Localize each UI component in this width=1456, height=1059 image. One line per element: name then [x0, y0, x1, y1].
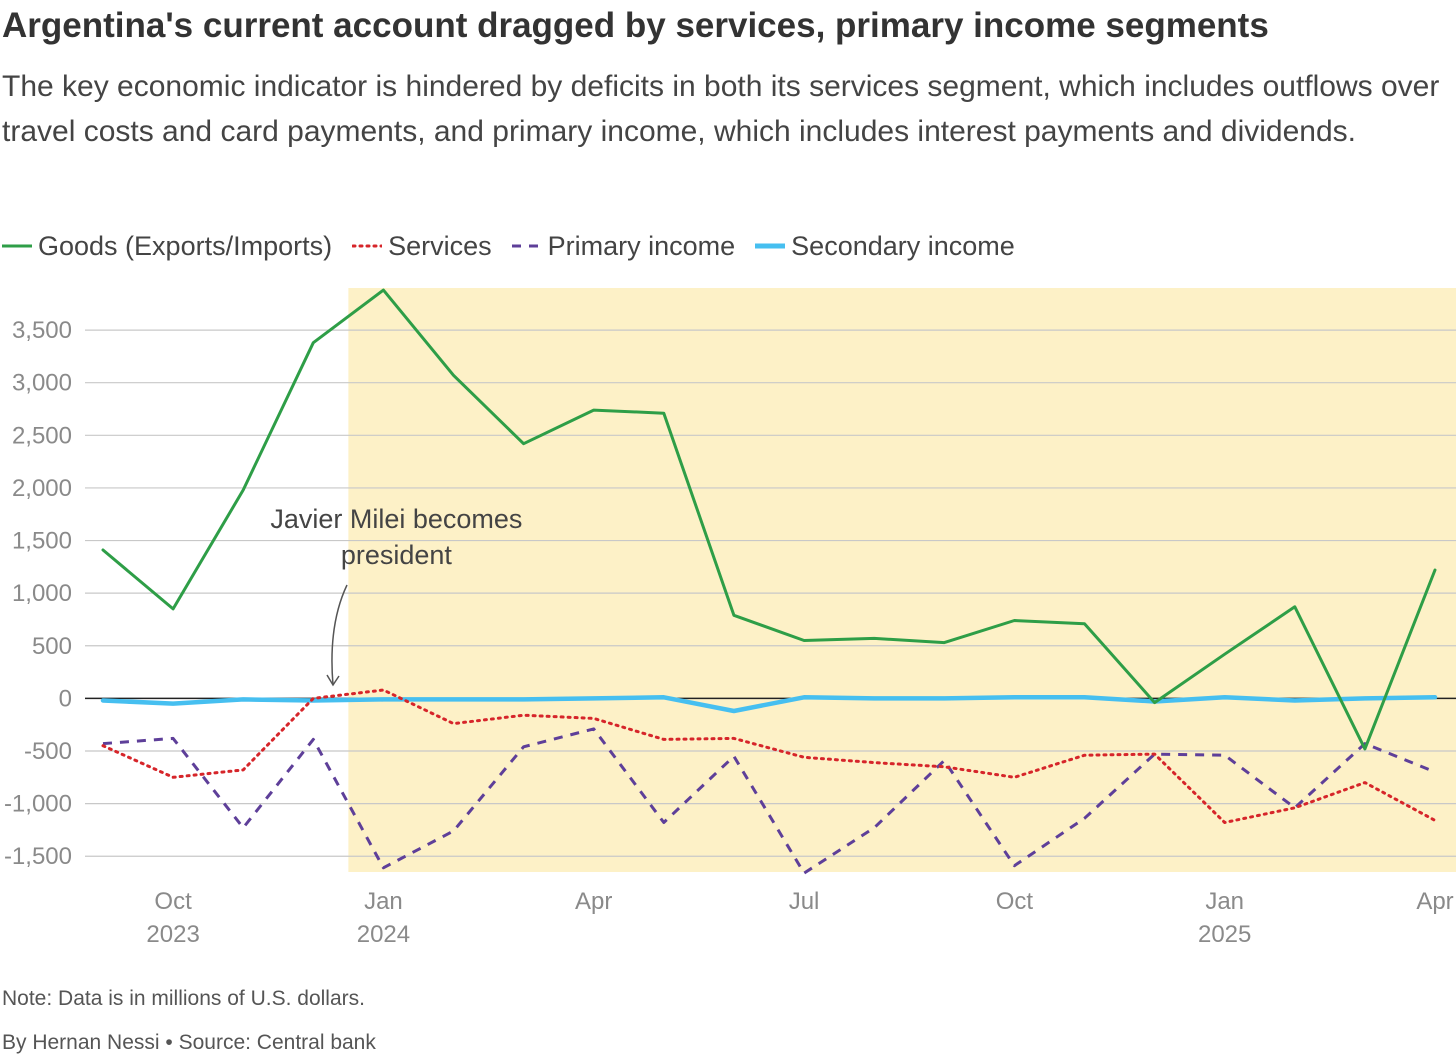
- y-tick-label: 3,500: [12, 317, 72, 344]
- x-tick-label: Oct: [154, 888, 192, 915]
- y-tick-label: 1,500: [12, 528, 72, 555]
- legend-item-goods: Goods (Exports/Imports): [2, 231, 332, 262]
- annotation-text: president: [341, 540, 453, 570]
- series-line-secondary: [100, 695, 1438, 714]
- legend-item-secondary: Secondary income: [755, 231, 1015, 262]
- legend-item-primary: Primary income: [511, 230, 736, 262]
- annotation-arrowhead: [326, 674, 340, 687]
- series-line-goods: [101, 288, 1437, 751]
- chart-byline: By Hernan Nessi • Source: Central bank: [2, 1031, 376, 1054]
- y-tick-label: -1,000: [4, 791, 72, 818]
- x-tick-year-label: 2023: [146, 921, 199, 948]
- x-tick-year-label: 2024: [357, 921, 410, 948]
- x-tick-label: Oct: [996, 888, 1034, 915]
- annotation-arrow: [331, 584, 348, 686]
- series-line-primary: [102, 727, 1436, 875]
- y-tick-label: 2,000: [12, 475, 72, 502]
- y-tick-label: -500: [24, 738, 72, 765]
- x-tick-year-label: 2025: [1198, 921, 1251, 948]
- legend-item-services: Services: [352, 231, 492, 262]
- y-tick-label: 500: [32, 633, 72, 660]
- legend-label-goods: Goods (Exports/Imports): [38, 230, 333, 261]
- chart-plot: -1,500 -1,000 -500 0 500 1,000 1,500 2,000 2,500…: [4, 288, 1456, 948]
- y-tick-label: 0: [59, 685, 72, 712]
- y-tick-label: 2,500: [12, 422, 72, 449]
- chart-note: Note: Data is in millions of U.S. dollar…: [2, 987, 365, 1010]
- chart-legend: Goods (Exports/Imports) Services Primary…: [2, 226, 1035, 266]
- legend-swatch-goods: [2, 244, 32, 248]
- x-tick-label: Jan: [364, 888, 403, 915]
- y-tick-label: -1,500: [4, 843, 72, 870]
- legend-swatch-secondary: [755, 243, 786, 249]
- y-tick-label: 3,000: [12, 370, 72, 397]
- highlight-period-band: [348, 288, 1456, 872]
- legend-swatch-services: [352, 244, 383, 248]
- annotation-text: Javier Milei becomes: [270, 504, 522, 534]
- chart-title: Argentina's current account dragged by s…: [2, 6, 1269, 45]
- legend-label-primary: Primary income: [547, 230, 736, 261]
- x-tick-label: Jan: [1205, 888, 1244, 915]
- series-line-services: [101, 688, 1437, 824]
- legend-swatch-primary: [511, 244, 542, 248]
- x-tick-label: Apr: [575, 888, 612, 915]
- y-tick-label: 1,000: [12, 580, 72, 607]
- chart-subtitle: The key economic indicator is hindered b…: [2, 70, 1440, 148]
- x-tick-label: Apr: [1416, 888, 1453, 915]
- x-tick-label: Jul: [789, 888, 820, 915]
- legend-label-services: Services: [388, 230, 492, 261]
- legend-label-secondary: Secondary income: [791, 230, 1015, 261]
